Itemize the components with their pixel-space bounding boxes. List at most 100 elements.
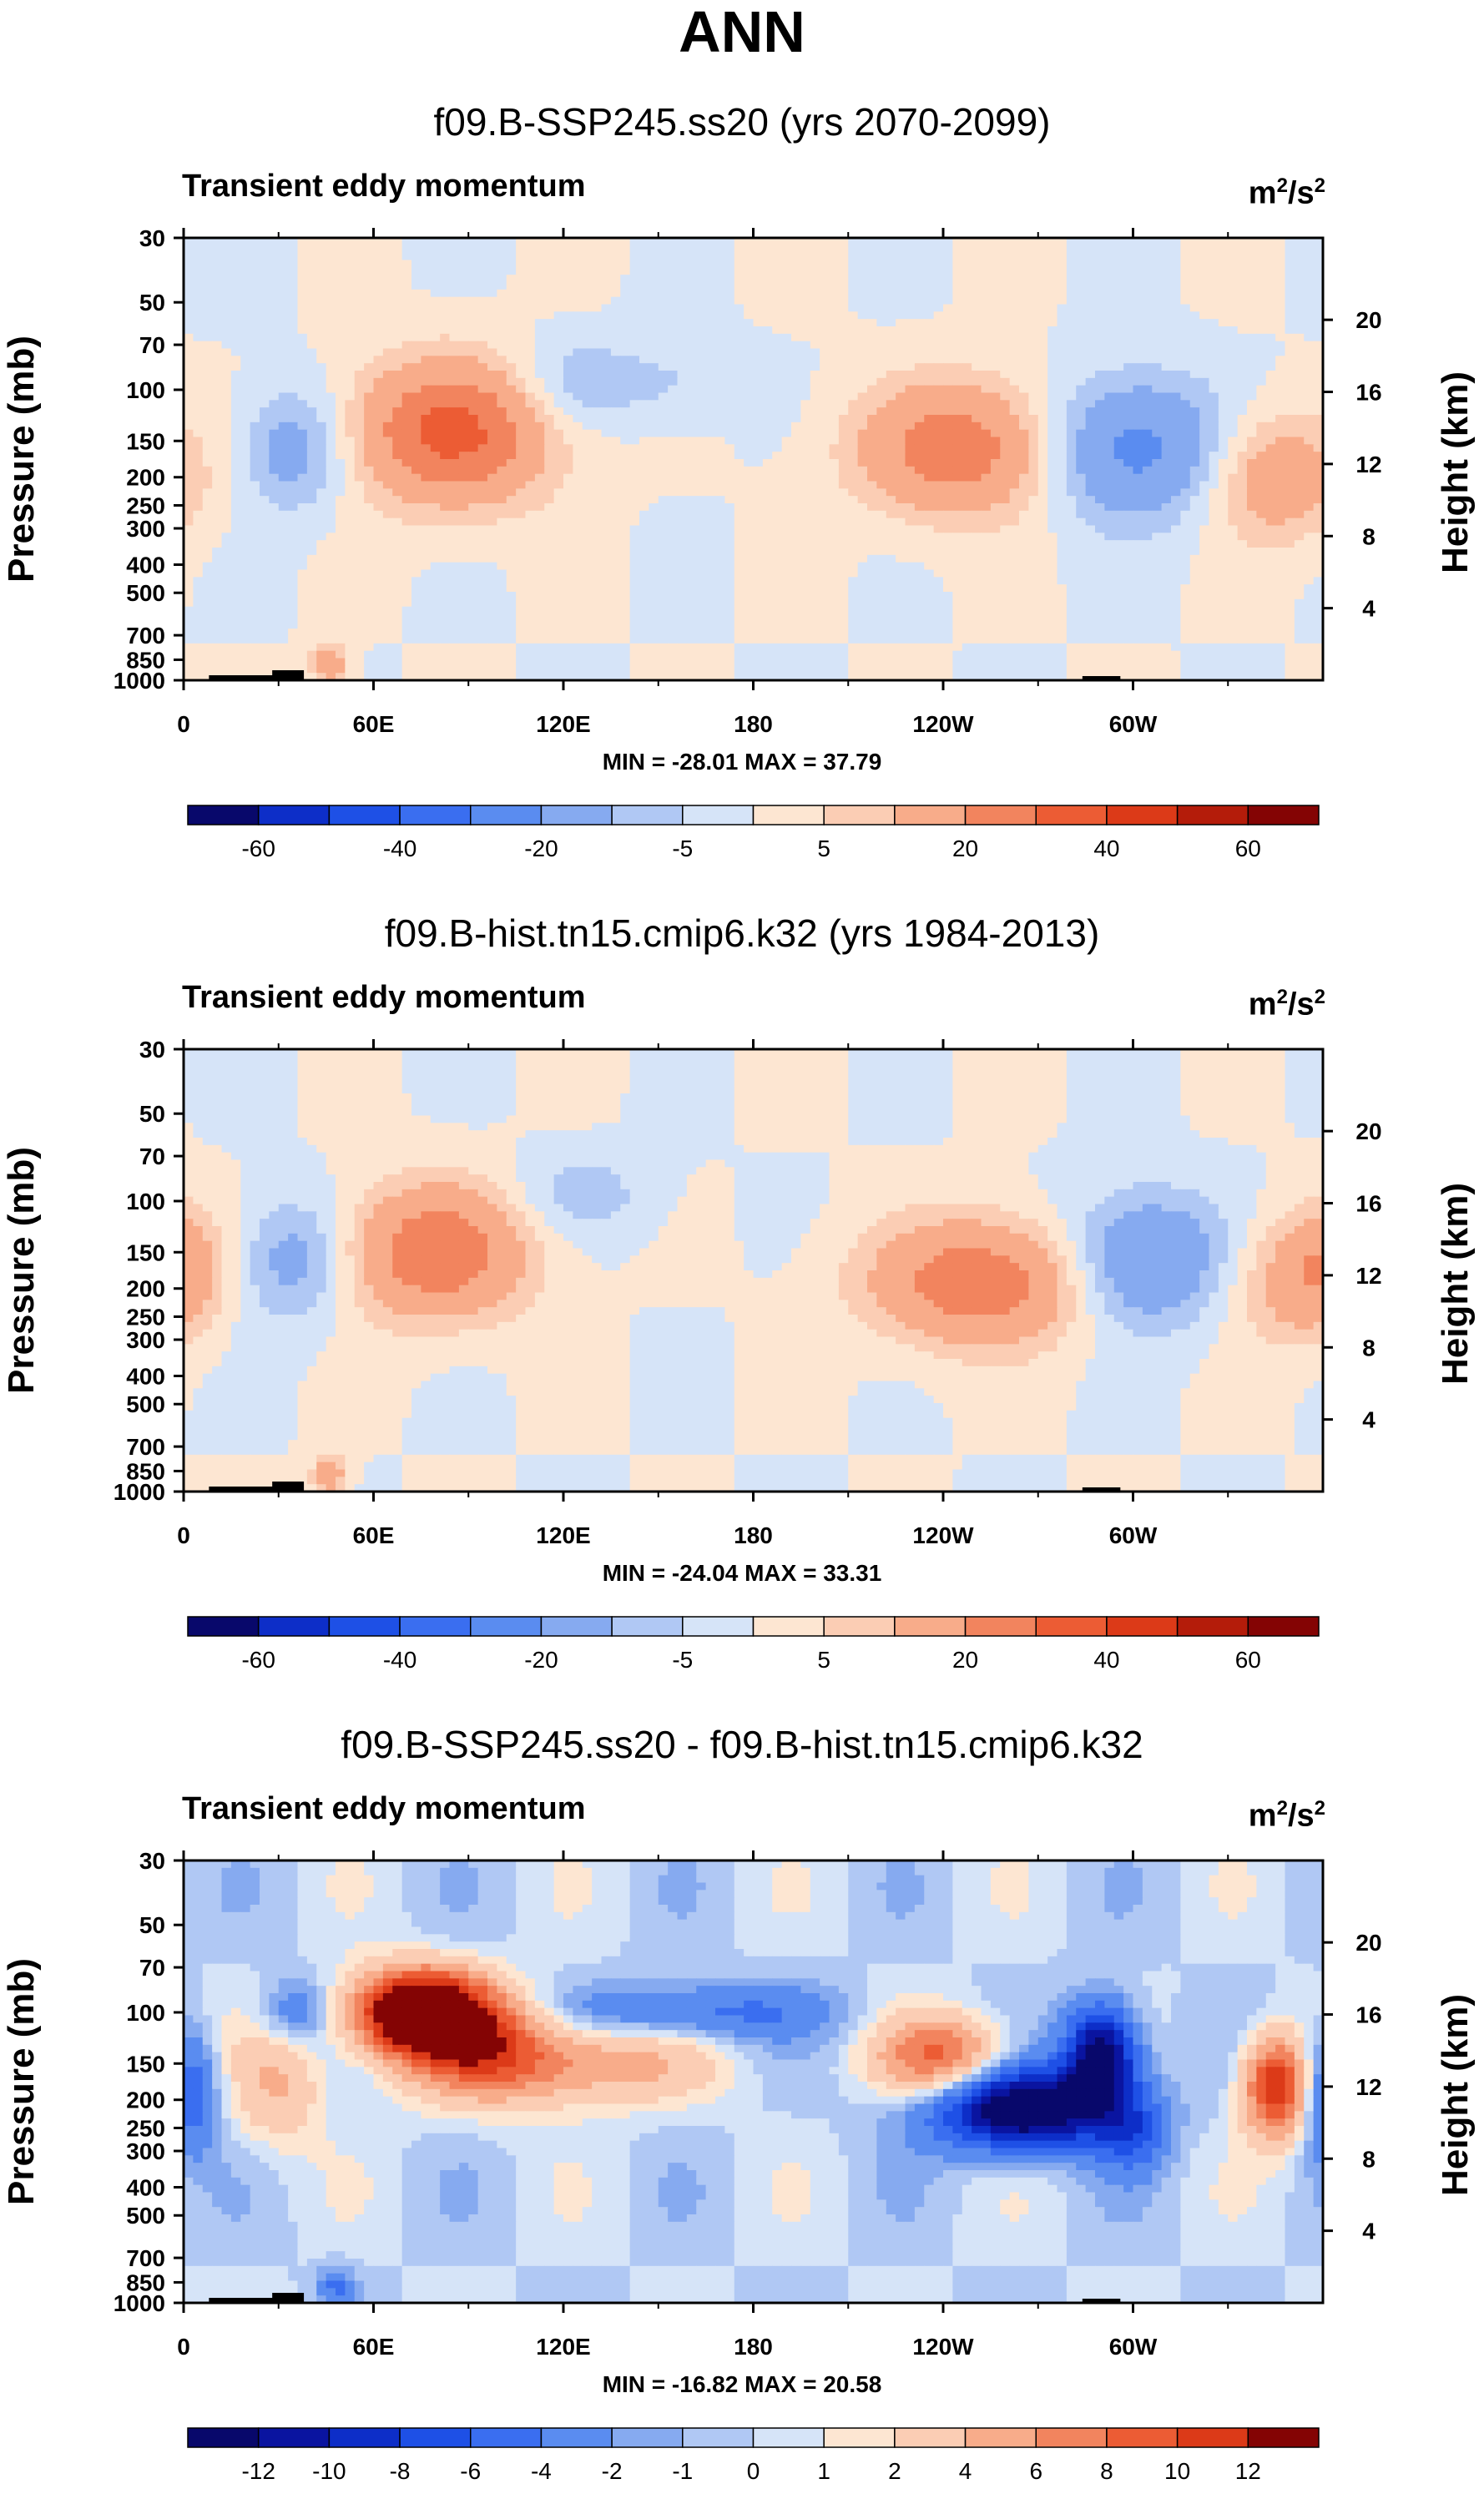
contour-cell bbox=[962, 488, 972, 497]
contour-cell bbox=[1123, 296, 1134, 305]
contour-cell bbox=[1265, 437, 1276, 445]
contour-cell bbox=[772, 289, 783, 298]
contour-cell bbox=[184, 407, 194, 416]
contour-cell bbox=[753, 407, 764, 416]
contour-cell bbox=[1085, 333, 1096, 342]
contour-cell bbox=[658, 466, 669, 475]
contour-cell bbox=[364, 326, 375, 335]
contour-cell bbox=[1237, 371, 1248, 379]
contour-cell bbox=[800, 392, 811, 401]
contour-cell bbox=[715, 326, 725, 335]
contour-cell bbox=[981, 252, 992, 261]
contour-cell bbox=[705, 525, 716, 533]
contour-cell bbox=[848, 348, 859, 356]
contour-cell bbox=[772, 407, 783, 416]
contour-cell bbox=[240, 341, 251, 350]
contour-cell bbox=[658, 473, 669, 482]
contour-cell bbox=[1209, 503, 1219, 512]
contour-cell bbox=[1057, 296, 1068, 305]
contour-cell bbox=[497, 429, 507, 438]
contour-cell bbox=[1237, 326, 1248, 335]
contour-cell bbox=[838, 392, 849, 401]
contour-cell bbox=[497, 289, 507, 298]
contour-cell bbox=[563, 525, 573, 533]
contour-cell bbox=[1057, 326, 1068, 335]
contour-cell bbox=[649, 252, 659, 261]
contour-cell bbox=[1161, 533, 1172, 541]
contour-cell bbox=[933, 363, 944, 371]
contour-cell bbox=[1189, 275, 1200, 283]
contour-cell bbox=[867, 459, 877, 467]
contour-cell bbox=[696, 267, 707, 275]
contour-cell bbox=[440, 392, 451, 401]
contour-cell bbox=[724, 363, 735, 371]
contour-cell bbox=[781, 260, 792, 268]
contour-cell bbox=[1037, 377, 1048, 386]
contour-cell bbox=[288, 503, 299, 512]
contour-cell bbox=[184, 377, 194, 386]
contour-cell bbox=[468, 466, 479, 475]
contour-cell bbox=[392, 296, 403, 305]
contour-cell bbox=[1019, 452, 1029, 460]
contour-cell bbox=[345, 481, 356, 489]
contour-cell bbox=[715, 371, 725, 379]
contour-cell bbox=[230, 481, 241, 489]
contour-cell bbox=[772, 356, 783, 364]
contour-cell bbox=[288, 363, 299, 371]
contour-cell bbox=[705, 326, 716, 335]
contour-cell bbox=[1009, 533, 1020, 541]
contour-cell bbox=[364, 525, 375, 533]
contour-cell bbox=[373, 311, 384, 320]
contour-cell bbox=[193, 333, 204, 342]
contour-cell bbox=[990, 473, 1001, 482]
contour-cell bbox=[686, 377, 697, 386]
contour-cell bbox=[1275, 245, 1286, 254]
contour-cell bbox=[933, 422, 944, 431]
contour-cell bbox=[336, 415, 346, 423]
contour-cell bbox=[1047, 459, 1058, 467]
contour-cell bbox=[610, 422, 621, 431]
contour-cell bbox=[981, 356, 992, 364]
contour-cell bbox=[772, 422, 783, 431]
contour-cell bbox=[240, 260, 251, 268]
contour-cell bbox=[1095, 429, 1105, 438]
contour-cell bbox=[1095, 525, 1105, 533]
contour-cell bbox=[1189, 363, 1200, 371]
contour-cell bbox=[297, 533, 308, 541]
contour-cell bbox=[857, 488, 868, 497]
contour-cell bbox=[260, 540, 270, 548]
contour-cell bbox=[668, 517, 679, 527]
contour-cell bbox=[1228, 326, 1239, 335]
contour-cell bbox=[668, 377, 679, 386]
contour-cell bbox=[896, 238, 906, 246]
contour-cell bbox=[744, 466, 755, 475]
contour-cell bbox=[838, 503, 849, 512]
contour-cell bbox=[184, 473, 194, 482]
contour-cell bbox=[620, 392, 631, 401]
contour-cell bbox=[896, 452, 906, 460]
contour-cell bbox=[240, 407, 251, 416]
contour-cell bbox=[1019, 429, 1029, 438]
contour-cell bbox=[449, 245, 460, 254]
contour-cell bbox=[838, 459, 849, 467]
contour-cell bbox=[668, 289, 679, 298]
contour-cell bbox=[762, 282, 773, 290]
contour-cell bbox=[772, 363, 783, 371]
contour-cell bbox=[458, 437, 469, 445]
contour-cell bbox=[990, 510, 1001, 519]
contour-cell bbox=[668, 437, 679, 445]
contour-cell bbox=[658, 444, 669, 452]
contour-cell bbox=[933, 245, 944, 254]
contour-cell bbox=[316, 407, 327, 416]
contour-cell bbox=[952, 341, 963, 350]
contour-cell bbox=[1076, 296, 1087, 305]
contour-cell bbox=[364, 533, 375, 541]
contour-cell bbox=[715, 503, 725, 512]
contour-cell bbox=[781, 429, 792, 438]
contour-cell bbox=[1019, 392, 1029, 401]
contour-cell bbox=[582, 533, 593, 541]
contour-cell bbox=[1228, 363, 1239, 371]
contour-cell bbox=[610, 245, 621, 254]
contour-cell bbox=[1209, 496, 1219, 504]
contour-cell bbox=[202, 473, 213, 482]
